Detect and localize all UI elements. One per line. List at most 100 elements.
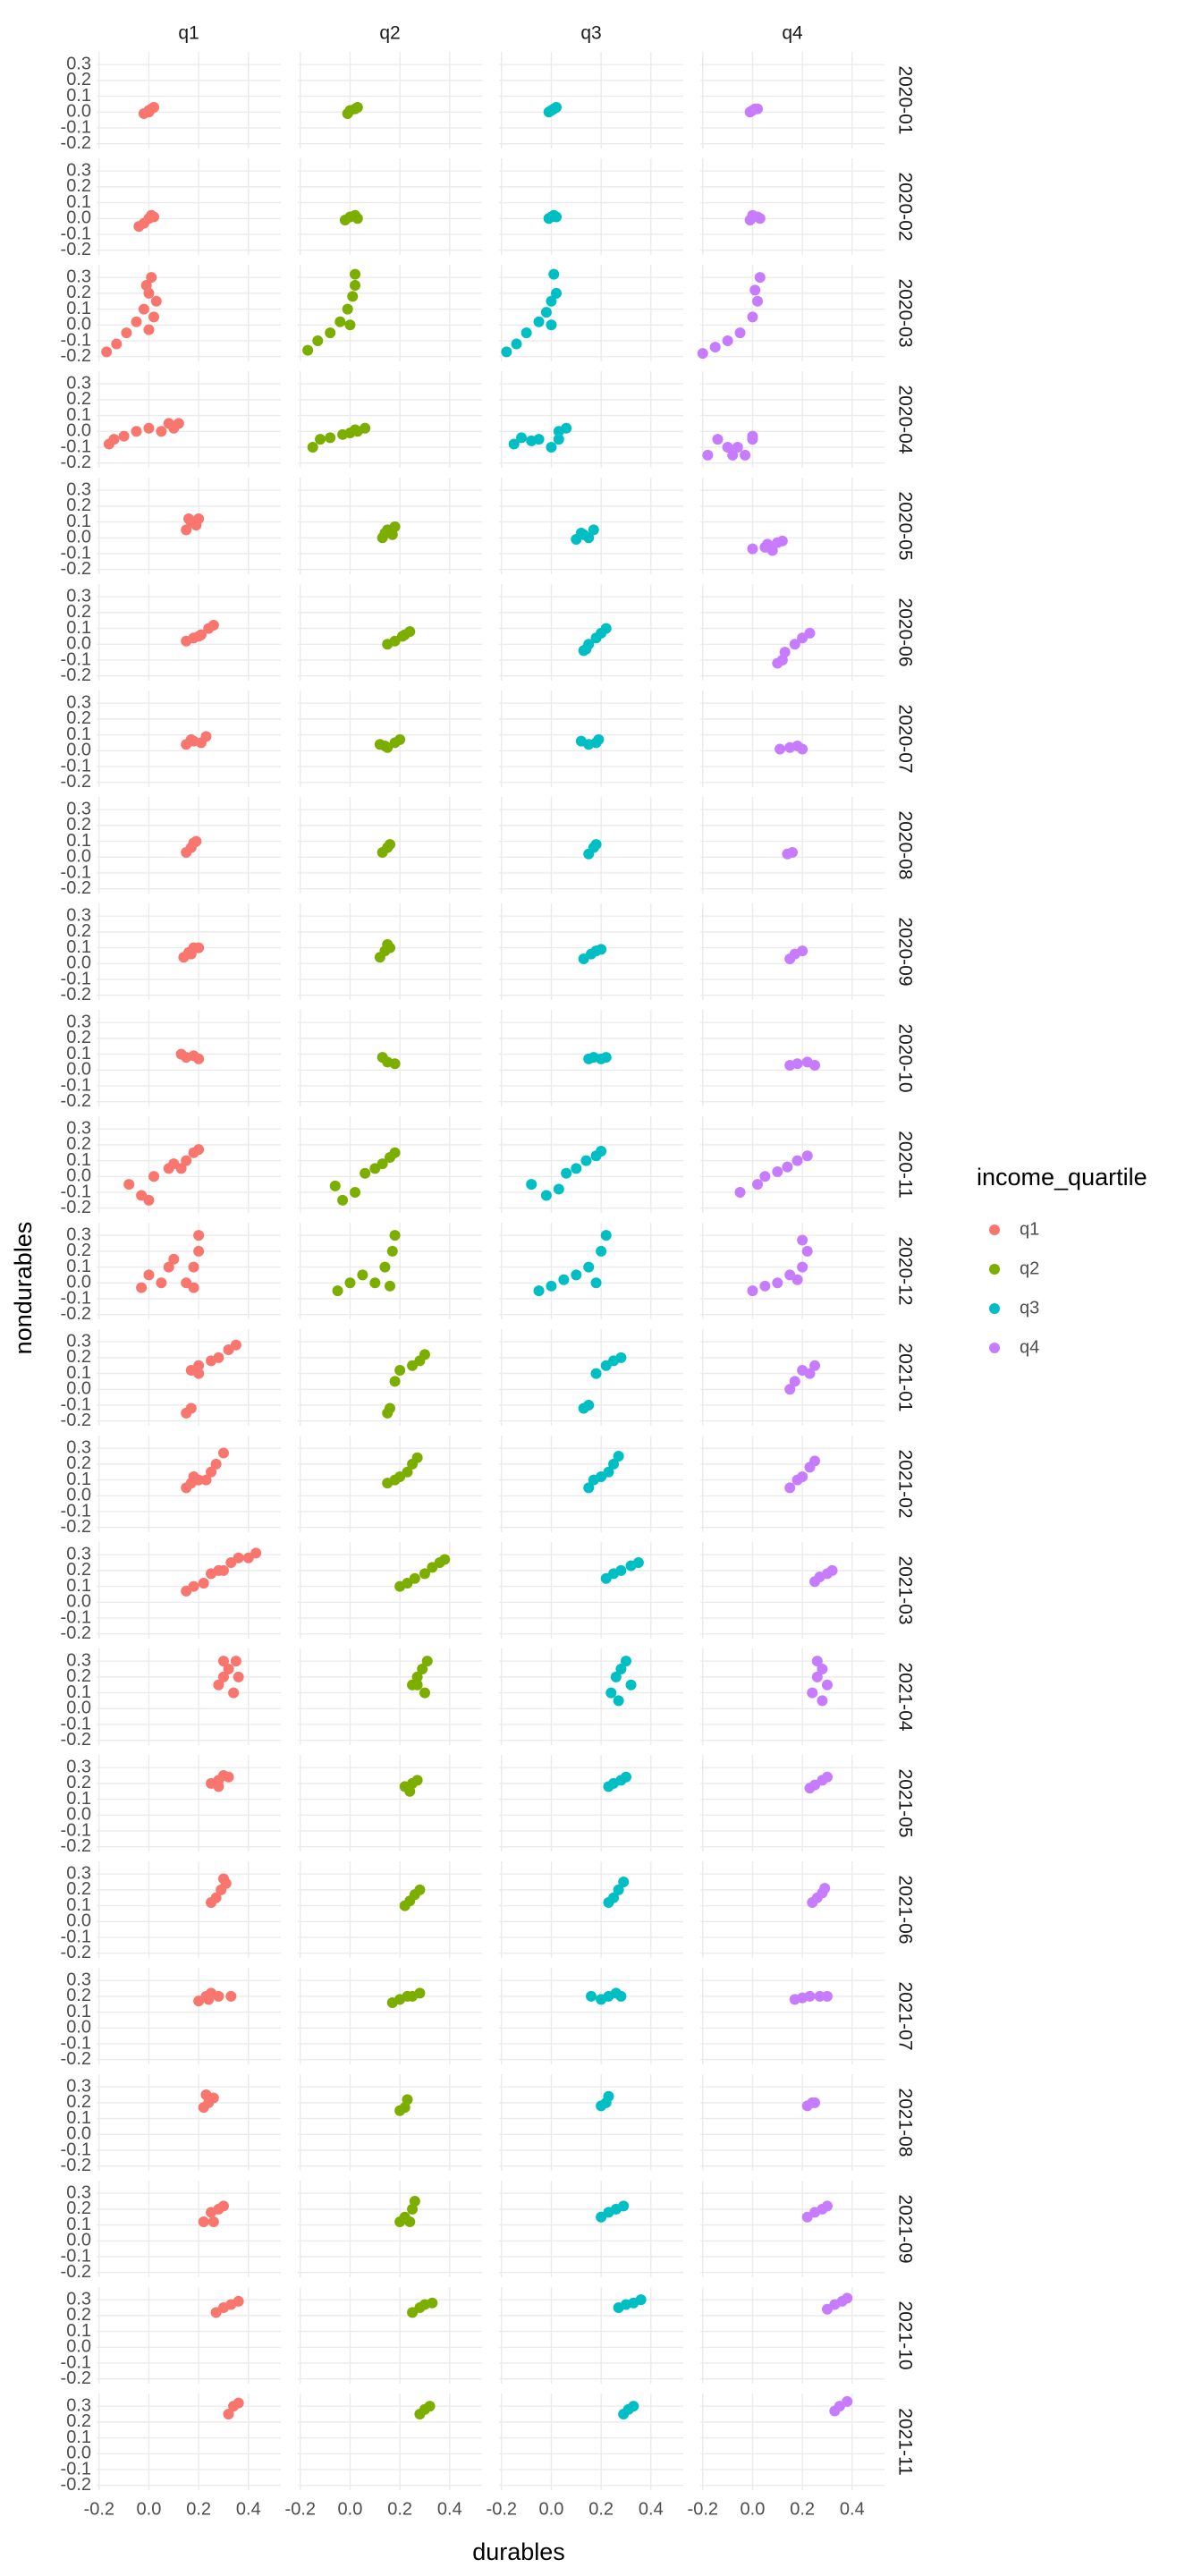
point bbox=[747, 430, 758, 442]
point bbox=[118, 430, 130, 442]
point bbox=[250, 1547, 262, 1559]
point bbox=[734, 327, 746, 339]
y-tick-label: -0.2 bbox=[61, 665, 91, 685]
point bbox=[402, 1466, 413, 1478]
point bbox=[344, 1277, 356, 1289]
point bbox=[379, 740, 391, 751]
y-tick-label: -0.1 bbox=[61, 2033, 91, 2053]
y-tick-label: 0.3 bbox=[66, 160, 91, 180]
y-tick-label: 0.0 bbox=[66, 208, 91, 228]
y-tick-label: 0.0 bbox=[66, 847, 91, 867]
point bbox=[546, 441, 557, 453]
y-tick-label: 0.1 bbox=[66, 2321, 91, 2341]
y-tick-label: -0.2 bbox=[61, 240, 91, 259]
point bbox=[571, 1163, 582, 1174]
point bbox=[185, 1365, 197, 1377]
point bbox=[200, 731, 212, 742]
y-tick-label: 0.0 bbox=[66, 2337, 91, 2357]
point bbox=[198, 2216, 209, 2228]
point bbox=[776, 654, 788, 665]
y-tick-label: 0.3 bbox=[66, 2182, 91, 2202]
point bbox=[193, 942, 205, 953]
x-axis-title: durables bbox=[472, 2538, 565, 2565]
y-tick-label: 0.0 bbox=[66, 2124, 91, 2144]
point bbox=[148, 311, 160, 323]
point bbox=[583, 1261, 595, 1273]
point bbox=[809, 2097, 821, 2108]
point bbox=[409, 2196, 420, 2207]
point bbox=[533, 1285, 545, 1297]
point bbox=[546, 1280, 557, 1292]
x-tick-label: -0.2 bbox=[487, 2499, 517, 2519]
point bbox=[501, 346, 512, 358]
point bbox=[580, 643, 592, 655]
y-tick-label: 0.3 bbox=[66, 905, 91, 925]
point bbox=[148, 1171, 160, 1182]
point bbox=[329, 1180, 341, 1191]
point bbox=[111, 338, 123, 350]
y-tick-label: 0.1 bbox=[66, 299, 91, 318]
point bbox=[747, 1285, 758, 1297]
row-strip-label: 2020-06 bbox=[894, 597, 915, 666]
point bbox=[804, 1368, 816, 1379]
y-tick-label: 0.1 bbox=[66, 2108, 91, 2128]
point bbox=[389, 1376, 401, 1387]
y-tick-label: 0.0 bbox=[66, 2231, 91, 2250]
point bbox=[223, 2409, 234, 2420]
point bbox=[121, 327, 132, 339]
y-tick-label: 0.1 bbox=[66, 1576, 91, 1596]
point bbox=[551, 211, 563, 223]
point bbox=[553, 426, 564, 437]
point bbox=[143, 422, 155, 434]
x-tick-label: 0.4 bbox=[639, 2499, 664, 2519]
point bbox=[389, 1058, 401, 1070]
y-tick-label: -0.1 bbox=[61, 436, 91, 456]
y-tick-label: -0.1 bbox=[61, 756, 91, 775]
point bbox=[615, 1990, 627, 2002]
point bbox=[217, 1564, 229, 1576]
point bbox=[414, 1884, 426, 1895]
legend-swatch bbox=[989, 1264, 1000, 1275]
point bbox=[188, 1261, 199, 1273]
point bbox=[315, 434, 326, 445]
y-tick-label: 0.2 bbox=[66, 1028, 91, 1047]
point bbox=[722, 335, 733, 346]
y-tick-label: -0.1 bbox=[61, 224, 91, 243]
x-tick-label: -0.2 bbox=[285, 2499, 316, 2519]
y-tick-label: 0.3 bbox=[66, 1224, 91, 1244]
y-tick-label: -0.2 bbox=[61, 1836, 91, 1856]
point bbox=[697, 348, 708, 360]
row-strip-label: 2020-09 bbox=[894, 917, 915, 986]
point bbox=[233, 1671, 244, 1682]
y-tick-label: 0.3 bbox=[66, 586, 91, 606]
y-tick-label: 0.3 bbox=[66, 373, 91, 393]
y-tick-label: -0.1 bbox=[61, 1075, 91, 1095]
y-tick-label: -0.2 bbox=[61, 2475, 91, 2495]
point bbox=[613, 1451, 624, 1462]
y-tick-label: -0.1 bbox=[61, 969, 91, 988]
y-tick-label: 0.1 bbox=[66, 1150, 91, 1170]
x-tick-label: 0.2 bbox=[387, 2499, 412, 2519]
row-strip-label: 2021-04 bbox=[894, 1662, 915, 1731]
row-strip-label: 2020-04 bbox=[894, 385, 915, 453]
y-tick-label: -0.2 bbox=[61, 2262, 91, 2282]
y-tick-label: -0.2 bbox=[61, 985, 91, 1004]
y-tick-label: -0.1 bbox=[61, 117, 91, 137]
y-tick-label: -0.2 bbox=[61, 1411, 91, 1430]
point bbox=[411, 1679, 423, 1690]
row-strip-label: 2021-08 bbox=[894, 2088, 915, 2157]
point bbox=[389, 1230, 401, 1241]
row-strip-label: 2020-02 bbox=[894, 172, 915, 241]
point bbox=[419, 1568, 430, 1580]
point bbox=[337, 1194, 349, 1206]
point bbox=[722, 441, 733, 453]
row-strip-label: 2020-05 bbox=[894, 491, 915, 560]
legend-swatch bbox=[989, 1303, 1000, 1314]
x-tick-label: 0.4 bbox=[437, 2499, 462, 2519]
point bbox=[193, 1053, 205, 1064]
point bbox=[385, 1280, 395, 1292]
point bbox=[814, 1990, 825, 2002]
row-strip-label: 2021-05 bbox=[894, 1768, 915, 1837]
point bbox=[369, 1277, 381, 1289]
y-tick-label: 0.3 bbox=[66, 1012, 91, 1031]
